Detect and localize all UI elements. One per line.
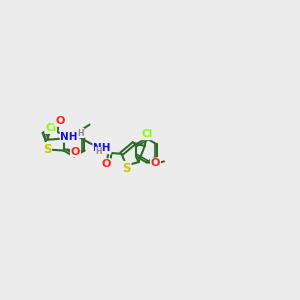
Text: S: S — [122, 162, 131, 175]
Text: NH: NH — [60, 132, 78, 142]
Text: Cl: Cl — [141, 129, 153, 140]
Text: O: O — [55, 116, 64, 126]
Text: S: S — [43, 143, 51, 156]
Text: H: H — [77, 128, 84, 137]
Text: O: O — [102, 159, 111, 169]
Text: H: H — [95, 148, 102, 157]
Text: O: O — [151, 158, 160, 168]
Text: Cl: Cl — [45, 123, 56, 133]
Text: NH: NH — [93, 143, 111, 154]
Text: O: O — [71, 147, 80, 157]
